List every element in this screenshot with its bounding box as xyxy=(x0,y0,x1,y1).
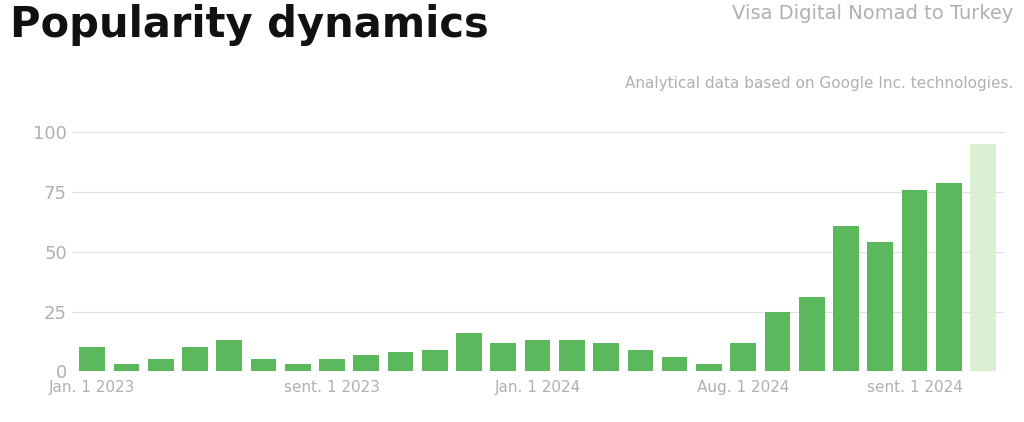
Bar xyxy=(765,311,791,371)
Bar xyxy=(730,343,756,371)
Bar xyxy=(319,360,345,371)
Bar xyxy=(901,190,928,371)
Bar xyxy=(388,352,414,371)
Text: Visa Digital Nomad to Turkey: Visa Digital Nomad to Turkey xyxy=(732,4,1014,23)
Bar xyxy=(867,242,893,371)
Bar xyxy=(559,340,585,371)
Bar xyxy=(490,343,516,371)
Bar xyxy=(696,364,722,371)
Bar xyxy=(285,364,310,371)
Bar xyxy=(457,333,482,371)
Bar xyxy=(422,350,447,371)
Bar xyxy=(834,226,859,371)
Bar xyxy=(593,343,618,371)
Bar xyxy=(251,360,276,371)
Bar xyxy=(524,340,551,371)
Bar xyxy=(970,144,995,371)
Bar xyxy=(182,347,208,371)
Bar xyxy=(114,364,139,371)
Bar xyxy=(216,340,242,371)
Bar xyxy=(628,350,653,371)
Bar xyxy=(147,360,174,371)
Text: Analytical data based on Google Inc. technologies.: Analytical data based on Google Inc. tec… xyxy=(626,76,1014,91)
Text: Popularity dynamics: Popularity dynamics xyxy=(10,4,489,46)
Bar xyxy=(799,298,824,371)
Bar xyxy=(80,347,105,371)
Bar xyxy=(353,354,379,371)
Bar xyxy=(936,183,962,371)
Bar xyxy=(662,357,687,371)
